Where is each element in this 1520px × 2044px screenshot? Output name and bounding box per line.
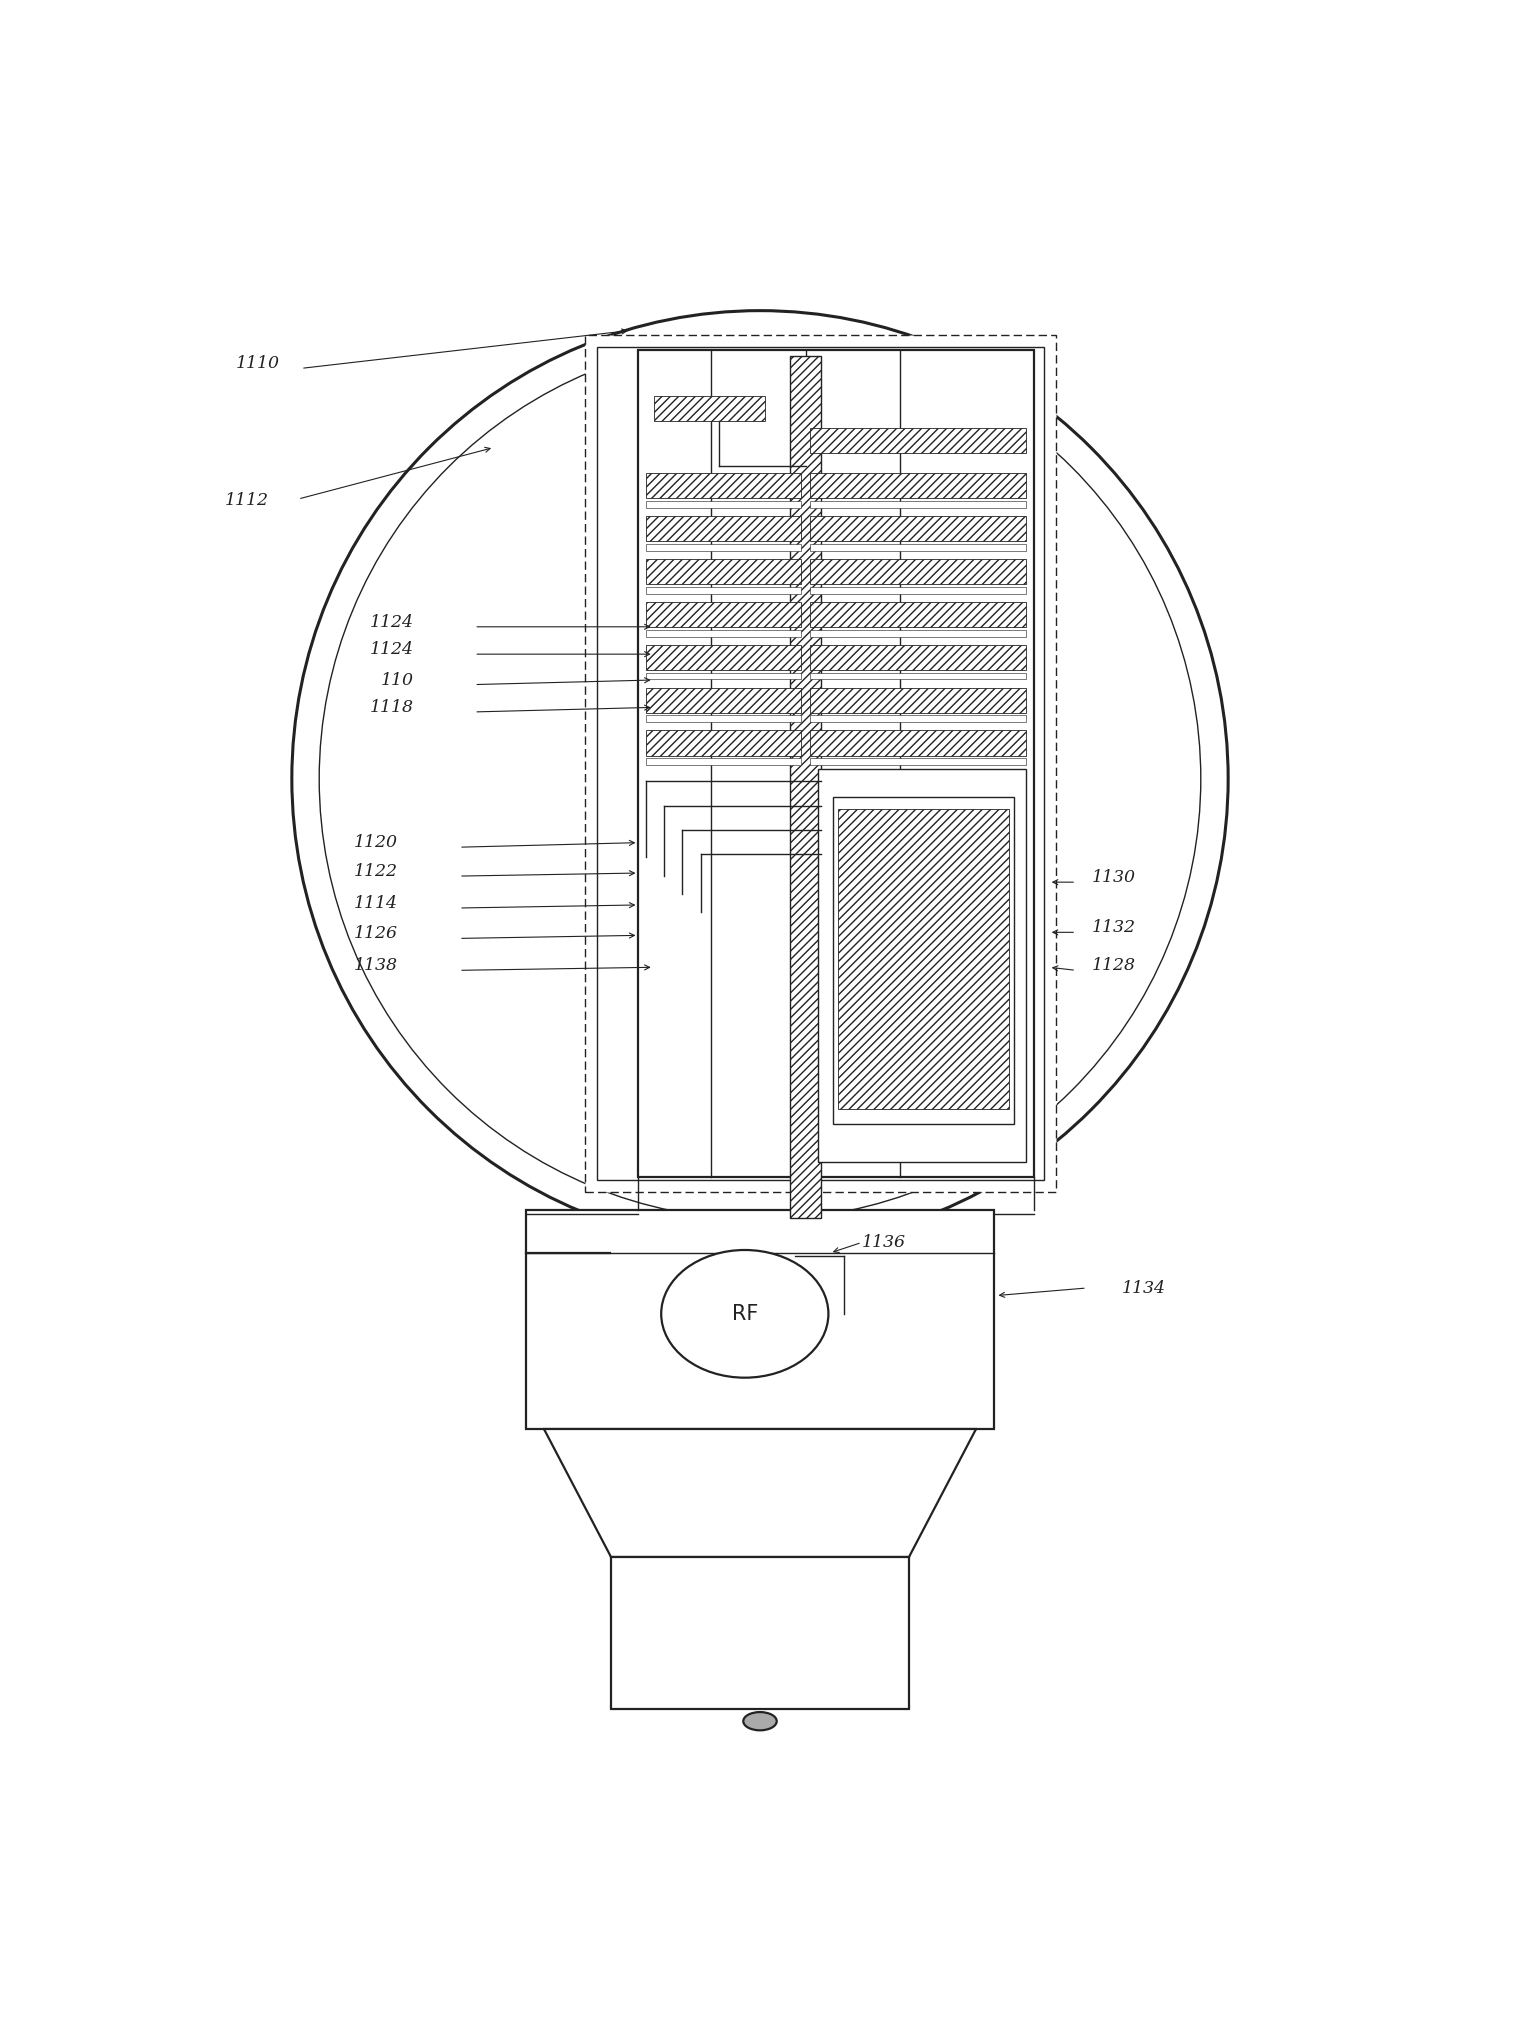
Ellipse shape: [661, 1251, 828, 1378]
Bar: [810, 427, 1026, 454]
Bar: [810, 474, 1026, 499]
Ellipse shape: [292, 311, 1228, 1247]
Bar: [646, 644, 801, 670]
Bar: [790, 356, 821, 1218]
Bar: [646, 758, 801, 764]
Text: 1136: 1136: [862, 1235, 906, 1251]
Bar: [810, 501, 1026, 509]
Bar: [810, 558, 1026, 585]
Bar: [810, 601, 1026, 628]
Bar: [810, 715, 1026, 722]
Bar: [646, 474, 801, 499]
Bar: [646, 687, 801, 713]
Bar: [810, 587, 1026, 593]
Text: 1114: 1114: [354, 895, 398, 912]
Bar: [810, 730, 1026, 756]
Bar: [810, 644, 1026, 670]
Ellipse shape: [743, 1713, 777, 1731]
Text: 1124: 1124: [369, 613, 413, 632]
Bar: [654, 397, 765, 421]
Bar: [810, 517, 1026, 542]
Text: 1128: 1128: [1091, 957, 1135, 975]
Bar: [818, 769, 1026, 1161]
Text: 110: 110: [380, 672, 413, 689]
Text: 1126: 1126: [354, 926, 398, 942]
Bar: [646, 544, 801, 550]
Text: 1132: 1132: [1091, 920, 1135, 936]
Bar: [810, 687, 1026, 713]
Text: 1120: 1120: [354, 834, 398, 850]
Bar: [646, 672, 801, 679]
Text: RF: RF: [731, 1304, 758, 1325]
Polygon shape: [544, 1429, 976, 1558]
Bar: [526, 1210, 994, 1429]
Bar: [646, 501, 801, 509]
Bar: [646, 601, 801, 628]
Text: 1122: 1122: [354, 863, 398, 881]
Bar: [638, 350, 1034, 1177]
Bar: [646, 587, 801, 593]
Text: 1134: 1134: [1122, 1280, 1166, 1296]
Bar: [597, 347, 1044, 1179]
Text: 1112: 1112: [225, 493, 269, 509]
Bar: [646, 558, 801, 585]
Bar: [585, 335, 1056, 1192]
Bar: [646, 630, 801, 636]
Bar: [646, 517, 801, 542]
Bar: [838, 809, 1009, 1108]
Bar: [833, 797, 1014, 1124]
Bar: [790, 356, 821, 1218]
Bar: [810, 544, 1026, 550]
Text: 1130: 1130: [1091, 869, 1135, 887]
Bar: [810, 630, 1026, 636]
Bar: [611, 1558, 909, 1709]
Text: 1138: 1138: [354, 957, 398, 975]
Bar: [810, 758, 1026, 764]
Bar: [646, 730, 801, 756]
Text: 1124: 1124: [369, 642, 413, 658]
Bar: [810, 672, 1026, 679]
Text: 1110: 1110: [236, 356, 280, 372]
Text: 1118: 1118: [369, 699, 413, 715]
Bar: [646, 715, 801, 722]
